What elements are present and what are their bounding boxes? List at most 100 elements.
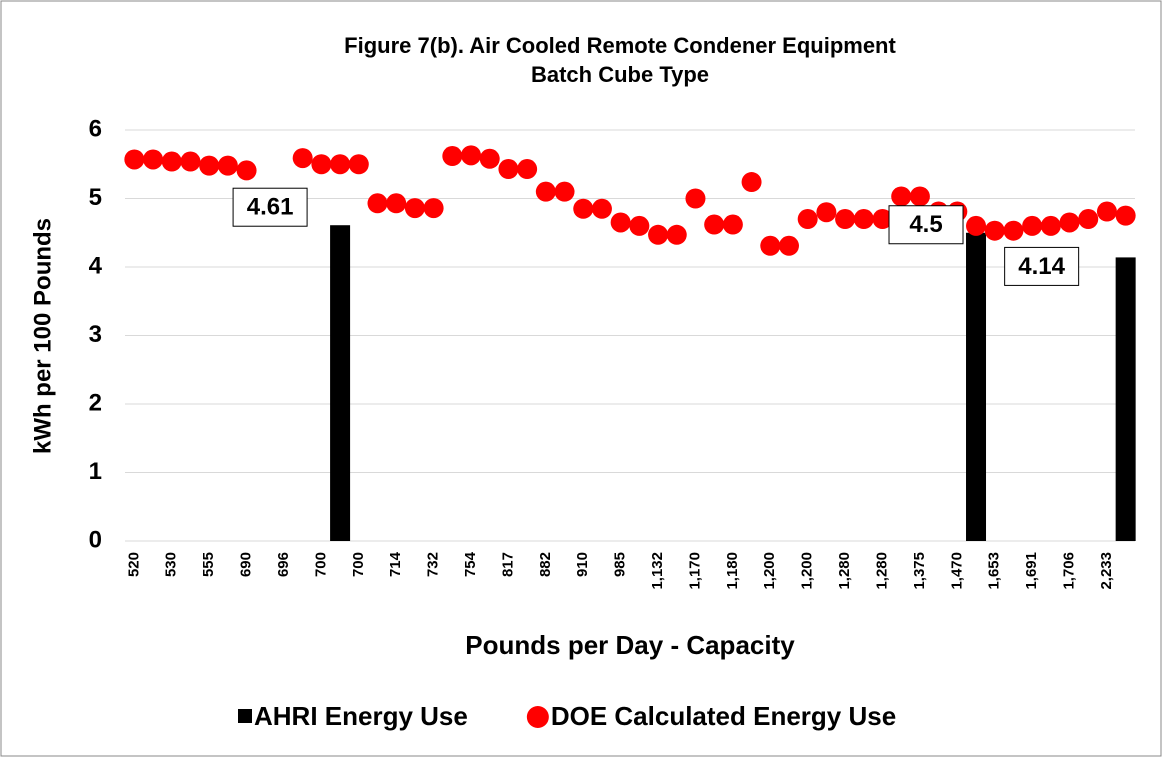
x-tick-label: 1,200: [799, 552, 816, 590]
x-tick-label: 1,200: [761, 552, 778, 590]
dot: [591, 198, 612, 219]
dot: [1040, 215, 1061, 236]
x-tick-label: 1,180: [724, 552, 741, 590]
dot: [1003, 220, 1024, 241]
x-tick-label: 520: [125, 552, 142, 577]
x-tick-label: 1,706: [1061, 552, 1078, 590]
bar: [330, 225, 351, 541]
dot: [1115, 205, 1136, 226]
x-tick-label: 910: [574, 552, 591, 577]
dot: [816, 202, 837, 223]
y-tick-label: 0: [89, 526, 102, 553]
x-tick-label: 1,375: [911, 552, 928, 590]
x-tick-label: 530: [163, 552, 180, 577]
bar: [966, 232, 987, 541]
y-tick-label: 5: [89, 184, 102, 211]
dot: [984, 220, 1005, 241]
legend-label: AHRI Energy Use: [254, 701, 468, 731]
dot: [610, 212, 631, 233]
dot: [236, 160, 257, 181]
x-tick-label: 700: [312, 552, 329, 577]
data-label: 4.14: [1018, 253, 1065, 280]
x-tick-label: 2,233: [1098, 552, 1115, 590]
y-tick-label: 3: [89, 321, 102, 348]
dot: [629, 215, 650, 236]
dot: [666, 224, 687, 245]
dot: [760, 235, 781, 256]
dot: [1022, 215, 1043, 236]
dot: [1096, 201, 1117, 222]
dot: [573, 198, 594, 219]
x-tick-label: 1,691: [1023, 552, 1040, 590]
y-tick-label: 2: [89, 389, 102, 416]
dot: [292, 148, 313, 169]
x-tick-label: 882: [537, 552, 554, 577]
x-tick-label: 985: [612, 552, 629, 577]
chart-title: Figure 7(b). Air Cooled Remote Condener …: [344, 33, 896, 58]
dot: [124, 149, 145, 170]
dot: [479, 148, 500, 169]
dot: [367, 193, 388, 214]
dot: [778, 235, 799, 256]
legend-swatch: [526, 706, 549, 728]
x-tick-label: 1,470: [948, 552, 965, 590]
data-label: 4.61: [247, 194, 294, 221]
dot: [311, 154, 332, 175]
dot: [835, 209, 856, 230]
x-tick-label: 714: [387, 551, 404, 577]
data-label-box: [888, 205, 964, 245]
x-tick-label: 1,653: [986, 552, 1003, 590]
y-tick-label: 1: [89, 458, 102, 485]
dot: [161, 151, 182, 172]
x-tick-label: 1,132: [649, 552, 666, 590]
x-tick-label: 817: [499, 552, 516, 577]
x-tick-label: 1,280: [836, 552, 853, 590]
data-label-box: [232, 187, 308, 227]
bar: [1115, 257, 1136, 541]
data-label: 4.5: [909, 211, 942, 238]
x-axis-label: Pounds per Day - Capacity: [465, 630, 795, 660]
dot: [797, 209, 818, 230]
legend-swatch: [238, 709, 252, 723]
dot: [1078, 209, 1099, 230]
dot: [498, 159, 519, 180]
x-tick-label: 555: [200, 552, 217, 577]
dot: [461, 145, 482, 166]
dot: [909, 186, 930, 207]
dot: [872, 209, 893, 230]
dot: [741, 172, 762, 193]
dot: [442, 146, 463, 167]
x-tick-label: 1,280: [873, 552, 890, 590]
dot: [180, 151, 201, 172]
dot: [330, 154, 351, 175]
dot: [554, 181, 575, 202]
dot: [966, 215, 987, 236]
dot: [1059, 212, 1080, 233]
chart-title: Batch Cube Type: [531, 62, 709, 87]
dot: [648, 224, 669, 245]
dot: [217, 155, 238, 176]
legend-label: DOE Calculated Energy Use: [551, 701, 896, 731]
x-tick-label: 700: [350, 552, 367, 577]
x-tick-label: 696: [275, 552, 292, 577]
x-tick-label: 732: [425, 552, 442, 577]
dot: [535, 181, 556, 202]
x-tick-label: 690: [238, 552, 255, 577]
x-tick-label: 1,170: [686, 552, 703, 590]
y-axis-label: kWh per 100 Pounds: [29, 218, 56, 454]
data-label-box: [1004, 246, 1080, 286]
dot: [517, 159, 538, 180]
dot: [891, 186, 912, 207]
y-tick-label: 4: [89, 252, 103, 279]
dot: [704, 214, 725, 235]
dot: [722, 214, 743, 235]
dot: [423, 198, 444, 219]
dot: [199, 155, 220, 176]
y-tick-label: 6: [89, 115, 102, 142]
dot: [685, 188, 706, 209]
dot: [853, 209, 874, 230]
x-tick-label: 754: [462, 551, 479, 577]
dot: [143, 149, 164, 170]
dot: [348, 154, 369, 175]
